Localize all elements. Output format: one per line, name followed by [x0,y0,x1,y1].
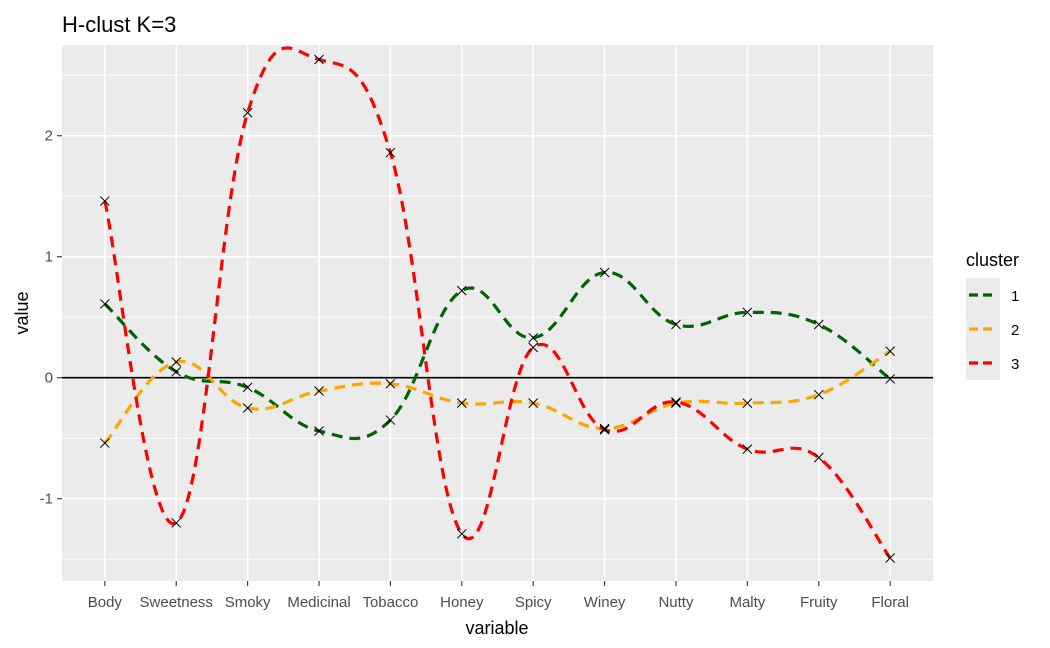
series-points [99,54,896,563]
point-cluster-2-winey [599,423,610,434]
point-cluster-2-malty [742,398,753,408]
x-tick-label-nutty: Nutty [658,594,694,611]
y-tick-label: -1 [40,491,53,508]
y-tick-label: 0 [45,370,53,387]
point-cluster-3-fruity [813,452,824,463]
point-cluster-2-medicinal [314,386,324,396]
x-axis-ticks: Body Sweetness Smoky Medicinal Tobacco Honey S… [88,581,909,611]
point-cluster-1-spicy [528,332,539,343]
y-tick-label: 2 [45,128,53,145]
point-cluster-3-nutty [671,397,681,407]
point-cluster-2-tobacco [385,378,396,389]
legend: cluster 1 2 3 [966,250,1019,380]
point-cluster-1-malty [742,307,753,318]
chart-title: H-clust K=3 [62,12,176,37]
point-cluster-3-spicy [528,342,539,353]
x-tick-label-smoky: Smoky [225,594,271,611]
x-tick-label-fruity: Fruity [800,594,838,611]
point-cluster-3-body [99,196,110,206]
point-cluster-3-honey [456,528,467,539]
point-cluster-2-sweetness [171,357,182,367]
point-cluster-1-winey [599,267,610,278]
point-cluster-1-nutty [671,319,681,330]
point-cluster-2-floral [885,346,896,356]
point-cluster-2-smoky [242,403,253,413]
point-cluster-1-fruity [813,319,824,330]
x-tick-label-malty: Malty [729,594,765,611]
point-cluster-3-winey [599,424,610,435]
y-tick-label: 1 [45,249,53,266]
grid-major [62,45,933,581]
x-tick-label-floral: Floral [871,594,909,611]
point-cluster-3-malty [742,444,753,454]
x-tick-label-winey: Winey [584,594,626,611]
x-tick-label-honey: Honey [440,594,484,611]
y-axis-ticks: -1 0 1 2 [40,128,62,508]
point-cluster-1-honey [456,285,467,296]
x-tick-label-sweetness: Sweetness [140,594,213,611]
point-cluster-3-floral [885,553,896,563]
legend-label-cluster-2: 2 [1011,322,1019,339]
point-cluster-3-tobacco [385,147,396,158]
plot-panel [62,45,933,581]
point-cluster-1-body [99,299,110,309]
point-cluster-2-honey [456,398,467,408]
point-cluster-3-medicinal [314,54,324,65]
point-cluster-1-smoky [242,382,253,393]
point-cluster-3-smoky [242,107,253,118]
point-cluster-1-medicinal [314,426,324,436]
point-cluster-3-sweetness [171,518,182,528]
legend-title: cluster [966,250,1019,270]
x-tick-label-medicinal: Medicinal [287,594,350,611]
point-cluster-1-tobacco [385,415,396,425]
x-tick-label-spicy: Spicy [515,594,552,611]
point-cluster-2-spicy [528,398,539,408]
series-line-cluster-2 [103,349,891,445]
point-cluster-1-floral [885,374,896,384]
x-tick-label-body: Body [88,594,123,611]
legend-label-cluster-1: 1 [1011,288,1019,305]
point-cluster-1-sweetness [171,366,182,377]
legend-label-cluster-3: 3 [1011,356,1019,373]
point-cluster-2-nutty [671,398,681,408]
x-tick-label-tobacco: Tobacco [362,594,418,611]
y-axis-title: value [12,291,32,334]
grid-minor [62,74,933,560]
x-axis-title: variable [465,618,528,638]
point-cluster-2-fruity [813,389,824,400]
series-line-cluster-3 [103,46,892,559]
point-cluster-2-body [99,438,110,448]
